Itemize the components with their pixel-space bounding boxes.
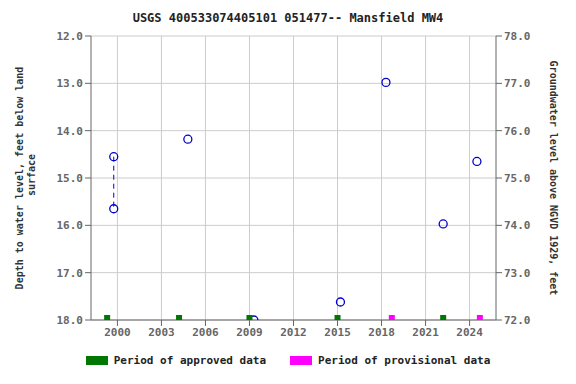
svg-text:12.0: 12.0: [57, 30, 84, 43]
svg-text:2024: 2024: [456, 326, 483, 339]
svg-text:13.0: 13.0: [57, 77, 84, 90]
svg-text:16.0: 16.0: [57, 219, 84, 232]
svg-text:2015: 2015: [324, 326, 351, 339]
svg-text:2003: 2003: [148, 326, 175, 339]
svg-text:2006: 2006: [192, 326, 219, 339]
svg-text:2021: 2021: [412, 326, 439, 339]
svg-text:14.0: 14.0: [57, 125, 84, 138]
svg-text:77.0: 77.0: [504, 77, 531, 90]
html-text:Period of approved data: Period of approved data: [113, 353, 267, 367]
svg-text:73.0: 73.0: [504, 267, 531, 280]
svg-text:2009: 2009: [236, 326, 263, 339]
html-text:USGS 400533074405101 051477--: USGS 400533074405101 051477-- Mansfield …: [132, 11, 444, 25]
html-text:Period of provisional data: Period of provisional data: [318, 353, 491, 367]
svg-text:2018: 2018: [368, 326, 395, 339]
svg-text:72.0: 72.0: [504, 314, 531, 327]
svg-text:2012: 2012: [280, 326, 307, 339]
svg-text:78.0: 78.0: [504, 30, 531, 43]
svg-text:Groundwater level above NGVD 1: Groundwater level above NGVD 1929, feet: [548, 61, 559, 296]
svg-text:75.0: 75.0: [504, 172, 531, 185]
svg-text:76.0: 76.0: [504, 125, 531, 138]
svg-text:74.0: 74.0: [504, 219, 531, 232]
svg-text:17.0: 17.0: [57, 267, 84, 280]
svg-text:Depth to water level, feet bel: Depth to water level, feet below land su…: [14, 67, 37, 290]
svg-text:15.0: 15.0: [57, 172, 84, 185]
svg-text:18.0: 18.0: [57, 314, 84, 327]
svg-text:2000: 2000: [104, 326, 131, 339]
